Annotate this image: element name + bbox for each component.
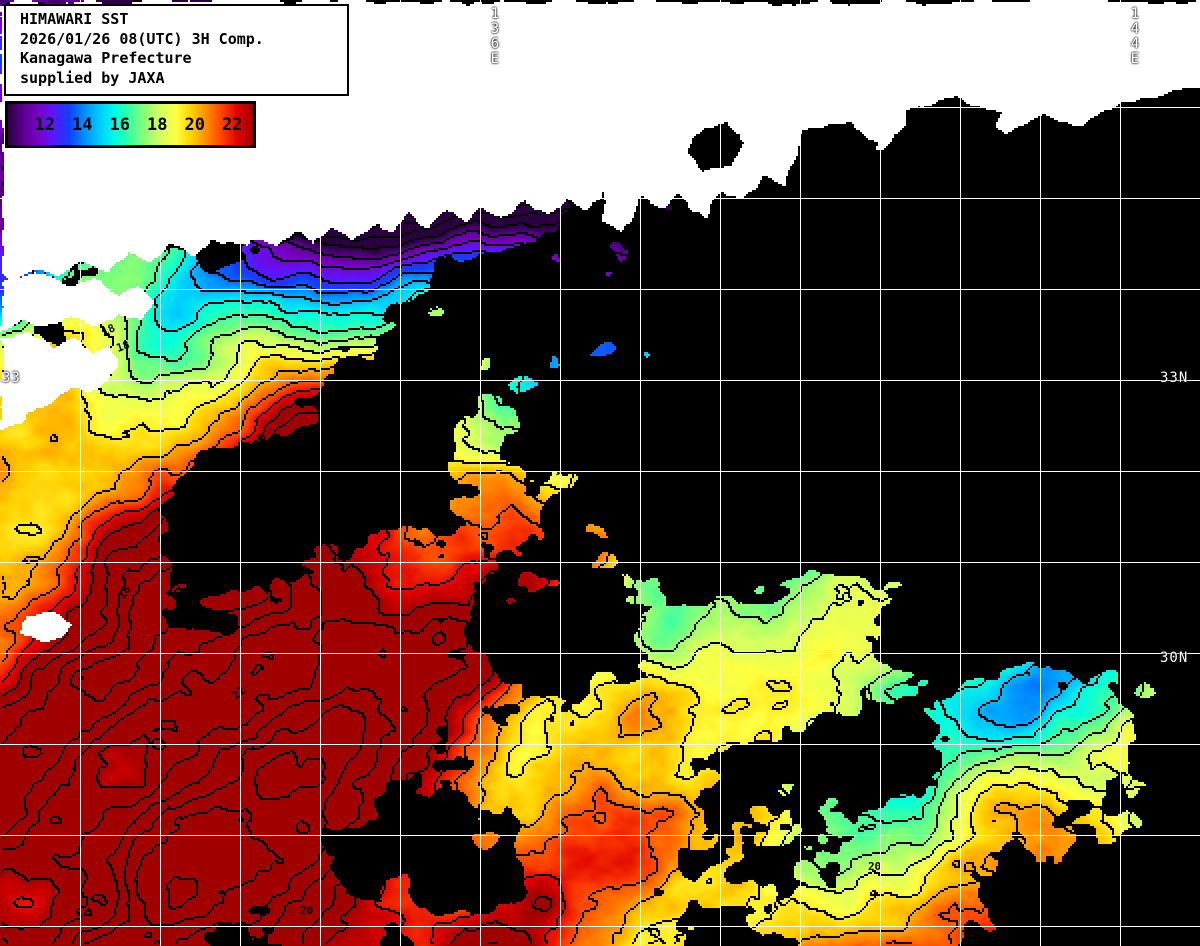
title-line-source: supplied by JAXA [20, 68, 165, 87]
title-line-provider-region: Kanagawa Prefecture [20, 49, 192, 67]
title-line-datetime: 2026/01/26 08(UTC) 3H Comp. [20, 29, 264, 48]
colorbar-tick-labels: 12 14 16 18 20 22 [8, 104, 253, 145]
longitude-label-136E: 136E [487, 6, 503, 66]
latitude-label-33: 33 [2, 370, 21, 386]
colorbar-tick-16: 16 [109, 114, 130, 135]
colorbar-tick-18: 18 [147, 114, 168, 135]
latitude-label-33N: 33N [1160, 370, 1189, 386]
colorbar-tick-12: 12 [34, 114, 55, 135]
colorbar-tick-22: 22 [222, 114, 243, 135]
temperature-colorbar: 12 14 16 18 20 22 [5, 101, 256, 148]
latitude-label-30N: 30N [1160, 650, 1189, 666]
longitude-label-144E: 144E [1127, 6, 1143, 66]
title-info-box: HIMAWARI SST 2026/01/26 08(UTC) 3H Comp.… [4, 4, 349, 96]
colorbar-tick-14: 14 [72, 114, 93, 135]
colorbar-tick-20: 20 [184, 114, 205, 135]
colorbar-gradient [8, 104, 253, 145]
title-line-product: HIMAWARI SST [20, 10, 129, 28]
